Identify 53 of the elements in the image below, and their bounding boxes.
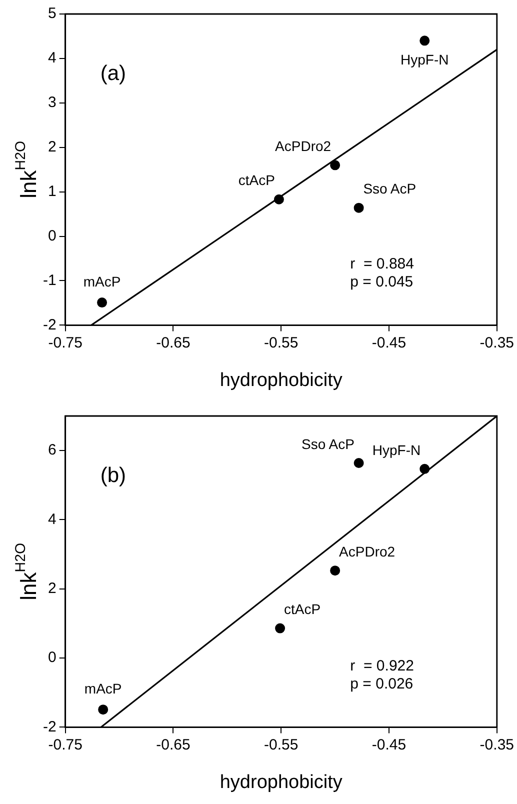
y-axis-title: lnkH2O <box>13 542 42 600</box>
point <box>420 36 430 46</box>
y-tick-label: 0 <box>48 649 56 666</box>
y-tick-label: 6 <box>48 442 56 459</box>
x-tick-label: -0.45 <box>372 736 406 754</box>
y-tick-label: -2 <box>42 316 56 334</box>
annotation: Sso AcP <box>363 180 416 197</box>
x-axis-title: hydrophobicity <box>220 772 343 793</box>
x-tick-label: -0.35 <box>480 736 514 754</box>
annotation: mAcP <box>84 680 122 696</box>
y-axis-title: lnkH2O <box>13 140 42 198</box>
y-tick-label: 4 <box>48 50 56 67</box>
annotation: ctAcP <box>284 601 321 618</box>
annotation: AcPDro2 <box>339 543 396 560</box>
y-tick-label: 4 <box>48 510 56 528</box>
x-tick-label: -0.75 <box>48 736 82 754</box>
point <box>275 623 286 634</box>
annotation: r = 0.884 <box>350 255 414 272</box>
annotation: Sso AcP <box>302 436 354 452</box>
point <box>354 458 364 468</box>
annotation: HypF-N <box>372 442 421 458</box>
y-tick-label: 5 <box>48 5 56 22</box>
y-tick-label: 2 <box>48 580 56 598</box>
x-tick-label: -0.55 <box>264 736 298 754</box>
annotation: mAcP <box>83 273 121 290</box>
y-tick-label: 0 <box>48 227 56 244</box>
y-tick-label: -1 <box>42 272 56 289</box>
y-tick-label: 3 <box>48 94 56 112</box>
x-tick-label: -0.75 <box>48 334 82 352</box>
point <box>420 464 430 474</box>
annotation: r = 0.922 <box>350 657 414 674</box>
annotation: AcPDro2 <box>275 138 332 154</box>
x-tick-label: -0.35 <box>480 334 514 352</box>
x-tick-label: -0.65 <box>156 334 190 352</box>
point <box>354 202 364 213</box>
y-tick-label: 1 <box>48 182 56 200</box>
annotation: HypF-N <box>400 52 449 68</box>
x-tick-label: -0.65 <box>156 736 190 754</box>
x-tick-label: -0.45 <box>372 334 406 352</box>
y-tick-label: -2 <box>42 718 56 736</box>
point <box>97 298 108 308</box>
point <box>274 194 284 204</box>
text: (b) <box>100 464 126 487</box>
x-axis-title: hydrophobicity <box>220 370 343 391</box>
annotation: ctAcP <box>238 172 275 188</box>
point <box>330 160 340 170</box>
y-tick-label: 2 <box>48 138 56 156</box>
annotation: p = 0.045 <box>350 273 414 290</box>
text: (a) <box>100 62 126 85</box>
point <box>330 566 340 576</box>
x-tick-label: -0.55 <box>264 334 298 352</box>
annotation: p = 0.026 <box>350 675 414 692</box>
point <box>98 704 108 715</box>
